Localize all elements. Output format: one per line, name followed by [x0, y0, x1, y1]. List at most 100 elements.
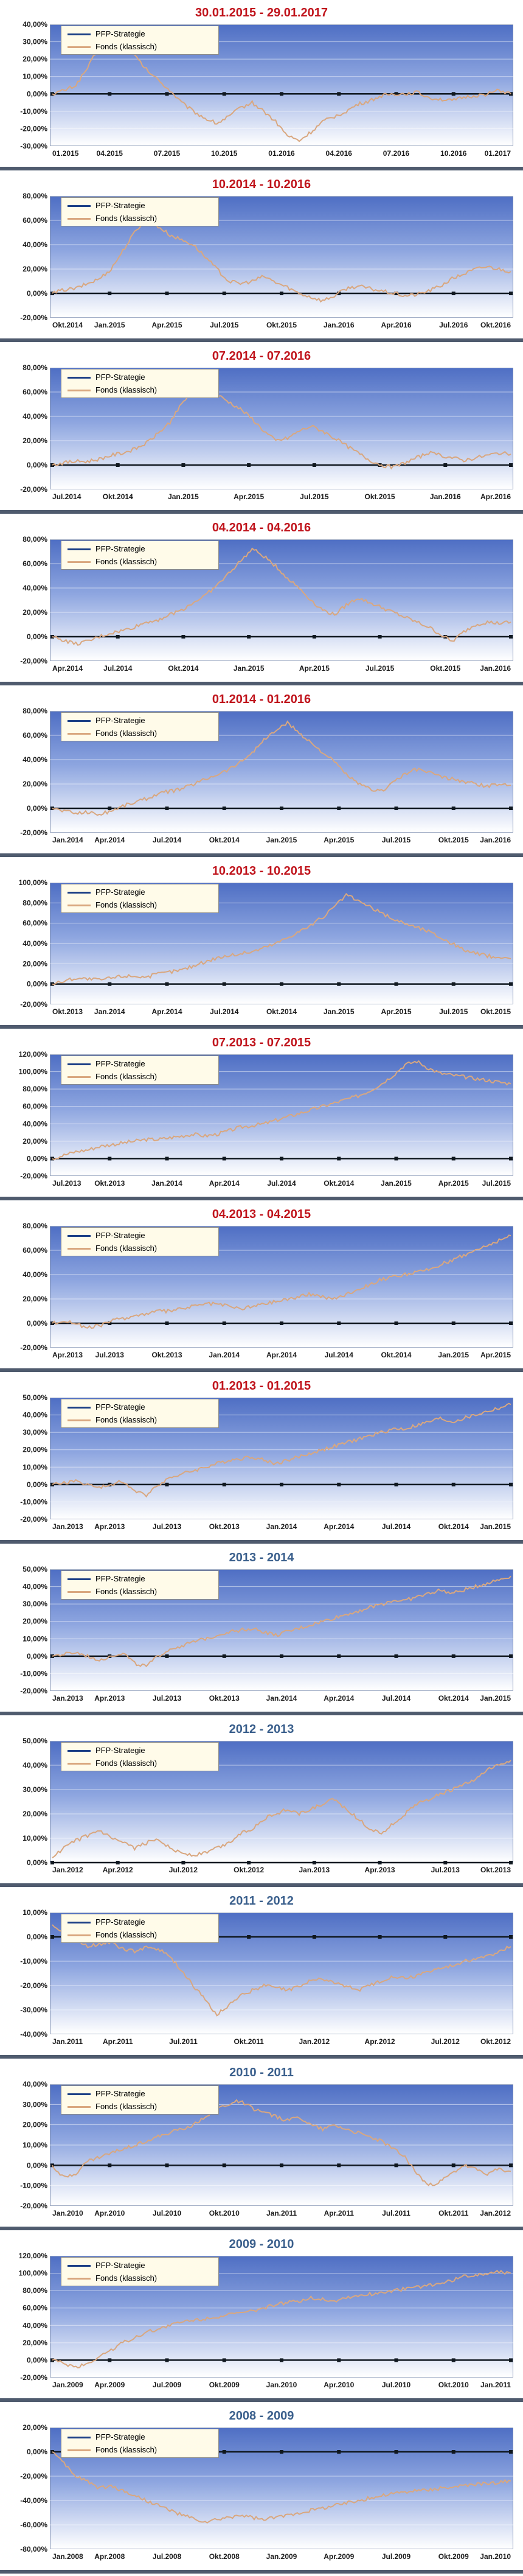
legend-entry: PFP-Strategie — [68, 715, 145, 727]
legend: PFP-Strategie Fonds (klassisch) — [61, 712, 219, 741]
chart-panel: 07.2013 - 07.2015 120,00% 100,00% 80,00% 60,… — [0, 1030, 523, 1202]
x-tick-label: Apr.2010 — [324, 2381, 354, 2389]
legend: PFP-Strategie Fonds (klassisch) — [61, 1570, 219, 1600]
x-tick-label: Okt.2008 — [209, 2552, 240, 2561]
legend-entry: PFP-Strategie — [68, 2088, 145, 2100]
pfp-marker — [509, 807, 513, 810]
series-fonds-klassisch — [52, 547, 511, 646]
legend-entry: Fonds (klassisch) — [68, 1757, 157, 1769]
x-tick-label: Jan.2015 — [324, 1007, 355, 1016]
x-tick-label: 04.2016 — [326, 149, 353, 158]
x-tick-label: Jul.2011 — [382, 2209, 410, 2217]
chart-svg: 100,00% 80,00% 60,00% 40,00% 20,00% 0,00% -20,… — [19, 878, 513, 1016]
legend-swatch — [68, 1248, 91, 1250]
x-tick-label: Jan.2013 — [52, 1694, 83, 1703]
pfp-marker — [509, 463, 513, 467]
pfp-marker — [165, 1654, 169, 1658]
legend-swatch — [68, 218, 91, 220]
series-fonds-klassisch — [52, 217, 511, 303]
y-tick-label: 40,00% — [23, 1583, 47, 1591]
x-tick-label: Jan.2015 — [381, 1179, 412, 1188]
legend-label: Fonds (klassisch) — [95, 1072, 158, 1081]
pfp-marker — [337, 2358, 341, 2362]
y-tick-label: 40,00% — [23, 240, 47, 249]
legend-label: PFP-Strategie — [95, 201, 145, 210]
legend: PFP-Strategie Fonds (klassisch) — [61, 1399, 219, 1428]
pfp-marker — [337, 1321, 341, 1325]
x-tick-label: Apr.2014 — [52, 664, 83, 673]
chart-svg: 40,00% 30,00% 20,00% 10,00% 0,00% -10,00% -20,… — [20, 2080, 513, 2217]
legend-swatch — [68, 2437, 91, 2439]
legend-entry: PFP-Strategie — [68, 886, 145, 898]
chart-svg: 120,00% 100,00% 80,00% 60,00% 40,00% 20,00% 0,… — [19, 1050, 513, 1188]
pfp-marker — [280, 2163, 283, 2168]
legend-label: PFP-Strategie — [95, 887, 145, 897]
chart-panel: 04.2014 - 04.2016 80,00% 60,00% 40,00% 20,00… — [0, 515, 523, 687]
y-tick-label: -20,00% — [20, 657, 47, 665]
pfp-marker — [451, 1157, 455, 1161]
y-tick-label: 40,00% — [23, 20, 47, 29]
x-tick-label: Okt.2014 — [52, 321, 83, 329]
chart-panel: 2010 - 2011 40,00% 30,00% 20,00% 10,00% 0,00%… — [0, 2060, 523, 2231]
x-tick-label: Okt.2014 — [266, 1007, 297, 1016]
x-tick-label: Jan.2010 — [52, 2209, 83, 2217]
pfp-marker — [165, 1482, 169, 1486]
legend-label: Fonds (klassisch) — [95, 1244, 158, 1253]
y-tick-label: 60,00% — [23, 919, 47, 928]
legend-swatch — [68, 1578, 91, 1581]
y-tick-label: -60,00% — [20, 2521, 47, 2529]
y-tick-label: 40,00% — [23, 1761, 47, 1769]
y-tick-label: 20,00% — [23, 1617, 47, 1626]
legend-label: PFP-Strategie — [95, 29, 145, 38]
x-tick-label: Apr.2014 — [324, 1694, 354, 1703]
chart-panel: 07.2014 - 07.2016 80,00% 60,00% 40,00% 20,00… — [0, 343, 523, 515]
series-fonds-klassisch — [52, 892, 511, 985]
x-tick-label: Okt.2012 — [234, 1866, 264, 1874]
y-tick-label: -20,00% — [20, 828, 47, 837]
pfp-marker — [108, 92, 112, 96]
y-tick-label: -40,00% — [20, 2030, 47, 2039]
legend-swatch — [68, 1922, 91, 1924]
legend: PFP-Strategie Fonds (klassisch) — [61, 2085, 219, 2115]
pfp-marker — [312, 1861, 316, 1864]
legend-swatch — [68, 1063, 91, 1066]
y-tick-label: -30,00% — [20, 2006, 47, 2014]
chart-panel: 10.2014 - 10.2016 80,00% 60,00% 40,00% 20,00… — [0, 172, 523, 343]
legend-label: Fonds (klassisch) — [95, 42, 158, 51]
pfp-marker — [50, 92, 54, 96]
legend-entry: PFP-Strategie — [68, 1401, 145, 1413]
y-tick-label: -30,00% — [20, 142, 47, 150]
legend-entry: PFP-Strategie — [68, 2259, 145, 2272]
y-tick-label: -20,00% — [20, 313, 47, 322]
x-tick-label: Apr.2013 — [52, 1351, 83, 1359]
x-tick-label: Jan.2014 — [266, 1522, 297, 1531]
x-tick-label: Apr.2010 — [94, 2209, 125, 2217]
y-tick-label: 20,00% — [23, 2121, 47, 2129]
x-tick-label: Jan.2013 — [299, 1866, 330, 1874]
legend-label: Fonds (klassisch) — [95, 1930, 158, 1939]
pfp-marker — [509, 2450, 513, 2454]
y-tick-label: 20,00% — [23, 2339, 47, 2347]
y-tick-label: 10,00% — [23, 1908, 47, 1917]
pfp-marker — [222, 1157, 226, 1161]
pfp-marker — [165, 1157, 169, 1161]
chart-title: 2011 - 2012 — [229, 1894, 294, 1908]
pfp-marker — [451, 1321, 455, 1325]
y-tick-label: 0,00% — [27, 2448, 47, 2456]
pfp-marker — [222, 292, 226, 295]
y-tick-label: 0,00% — [27, 1480, 47, 1489]
y-tick-label: 40,00% — [23, 2080, 47, 2088]
y-tick-label: 0,00% — [27, 632, 47, 641]
y-tick-label: -20,00% — [20, 2202, 47, 2210]
y-tick-label: -10,00% — [20, 1957, 47, 1965]
y-tick-label: 20,00% — [23, 959, 47, 968]
y-tick-label: 120,00% — [19, 2252, 48, 2260]
chart-title: 07.2013 - 07.2015 — [212, 1036, 311, 1049]
y-tick-label: 0,00% — [27, 289, 47, 298]
y-tick-label: 30,00% — [23, 1600, 47, 1608]
y-tick-label: 10,00% — [23, 72, 47, 81]
x-tick-label: Jul.2009 — [153, 2381, 182, 2389]
pfp-marker — [337, 1654, 341, 1658]
panel-separator — [0, 1883, 523, 1887]
pfp-marker — [509, 635, 513, 639]
